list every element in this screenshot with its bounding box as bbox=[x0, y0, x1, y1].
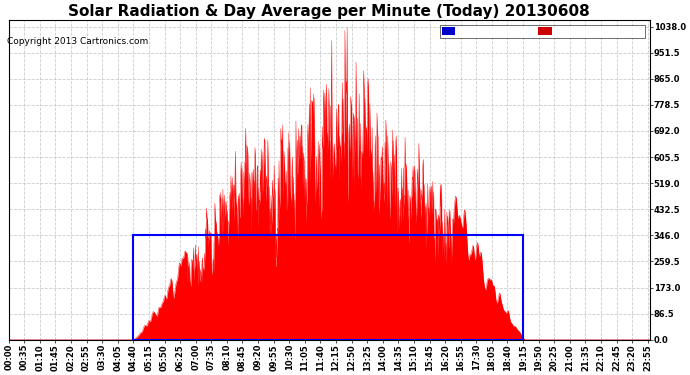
Bar bbox=[133, 236, 523, 340]
Legend: Median (W/m2), Radiation (W/m2): Median (W/m2), Radiation (W/m2) bbox=[440, 25, 645, 38]
Text: Copyright 2013 Cartronics.com: Copyright 2013 Cartronics.com bbox=[7, 38, 148, 46]
Title: Solar Radiation & Day Average per Minute (Today) 20130608: Solar Radiation & Day Average per Minute… bbox=[68, 4, 590, 19]
